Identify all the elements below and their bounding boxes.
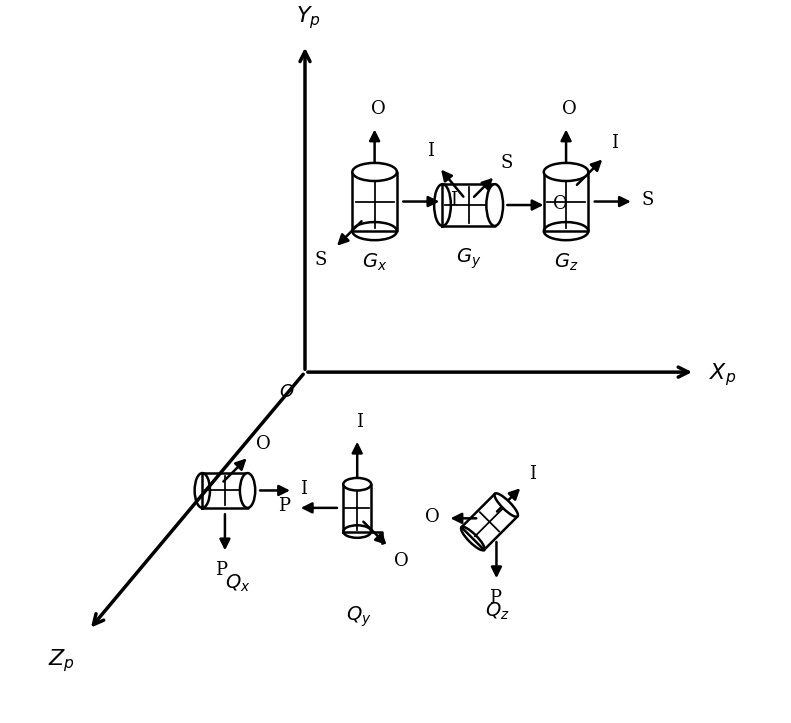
Ellipse shape — [352, 163, 397, 181]
Text: $Q_x$: $Q_x$ — [225, 573, 250, 594]
Ellipse shape — [343, 478, 371, 490]
Text: O: O — [425, 508, 439, 526]
Text: I: I — [451, 191, 457, 209]
Text: I: I — [300, 480, 307, 498]
Text: $G_x$: $G_x$ — [362, 252, 388, 273]
Text: S: S — [642, 191, 654, 209]
Text: $G_y$: $G_y$ — [456, 247, 481, 271]
Ellipse shape — [240, 473, 255, 508]
Ellipse shape — [494, 493, 518, 517]
Text: P: P — [215, 562, 228, 580]
Text: $Q_y$: $Q_y$ — [346, 604, 372, 629]
Text: $Q_z$: $Q_z$ — [486, 601, 510, 622]
Text: I: I — [611, 134, 619, 152]
Ellipse shape — [543, 163, 589, 181]
Text: O: O — [553, 194, 568, 213]
Text: O: O — [371, 100, 385, 118]
Text: O: O — [255, 435, 271, 453]
Text: I: I — [529, 465, 536, 483]
Text: O: O — [562, 100, 577, 118]
Text: I: I — [357, 413, 364, 431]
Text: S: S — [314, 251, 327, 269]
Text: $G_z$: $G_z$ — [554, 252, 578, 273]
Ellipse shape — [486, 184, 503, 226]
Text: I: I — [426, 142, 433, 161]
Text: P: P — [489, 589, 501, 607]
Text: S: S — [501, 154, 513, 172]
Text: P: P — [278, 497, 290, 515]
Text: $X_p$: $X_p$ — [709, 361, 736, 388]
Text: $O$: $O$ — [279, 382, 294, 401]
Text: O: O — [394, 552, 409, 570]
Text: $Z_p$: $Z_p$ — [48, 647, 75, 674]
Text: $Y_p$: $Y_p$ — [296, 4, 321, 31]
